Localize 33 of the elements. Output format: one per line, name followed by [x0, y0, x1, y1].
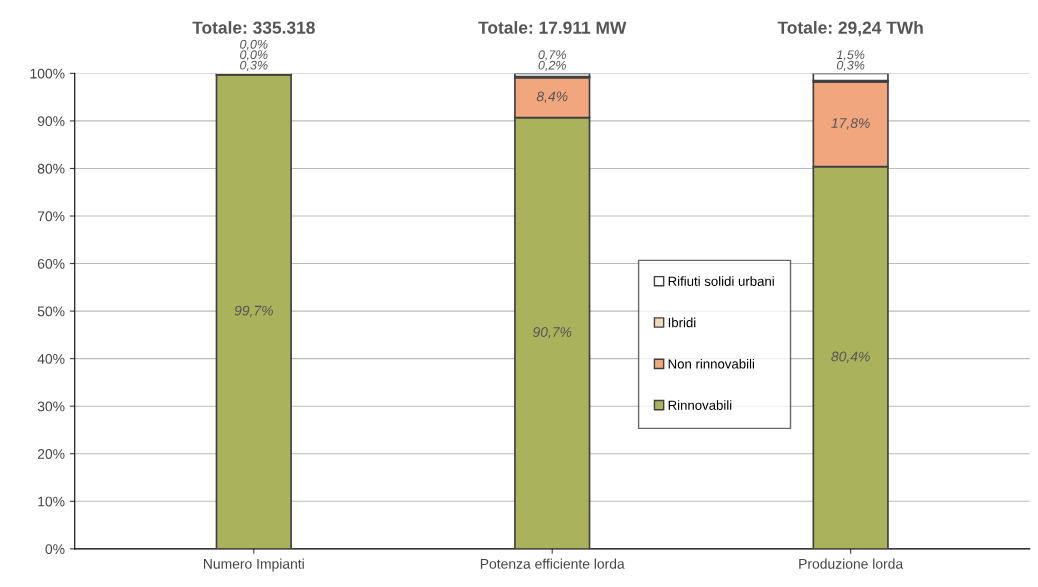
legend-label: Rinnovabili [668, 400, 732, 410]
legend-label: Ibridi [668, 317, 696, 328]
data-label: 0,2% [538, 60, 566, 72]
data-label: 0,7% [538, 50, 566, 61]
data-label: 0,3% [836, 60, 865, 72]
y-tick-label: 100% [30, 68, 65, 79]
x-tick-label: Numero Impianti [203, 558, 304, 572]
y-tick-label: 0% [45, 544, 65, 555]
y-tick-label: 60% [37, 258, 65, 269]
data-label: 0,3% [240, 60, 268, 72]
text: Totale: 29,24 TWh [777, 21, 923, 37]
data-label: 90,7% [533, 327, 572, 339]
data-label: 0,0% [240, 39, 268, 51]
y-tick-label: 80% [37, 163, 65, 174]
y-tick-label: 70% [37, 211, 65, 222]
data-label: 1,5% [836, 50, 865, 61]
data-label: 0,0% [240, 50, 268, 61]
y-tick-label: 40% [37, 353, 65, 364]
data-label: 8,4% [536, 91, 568, 103]
data-label: 99,7% [234, 305, 273, 318]
y-tick-label: 90% [37, 116, 65, 127]
y-tick-label: 30% [37, 401, 65, 412]
legend-label: Rifiuti solidi urbani [668, 276, 774, 286]
text: Totale: 17.911 MW [478, 21, 627, 34]
y-tick-label: 50% [37, 306, 65, 317]
text: Totale: 335.318 [192, 21, 315, 34]
x-tick-label: Produzione lorda [799, 558, 904, 569]
x-tick-label: Potenza efficiente lorda [480, 558, 625, 569]
data-label: 17,8% [831, 118, 870, 130]
y-tick-label: 10% [38, 496, 65, 507]
legend-label: Non rinnovabili [668, 358, 755, 369]
y-tick-label: 20% [37, 449, 65, 459]
data-label: 80,4% [831, 351, 870, 364]
